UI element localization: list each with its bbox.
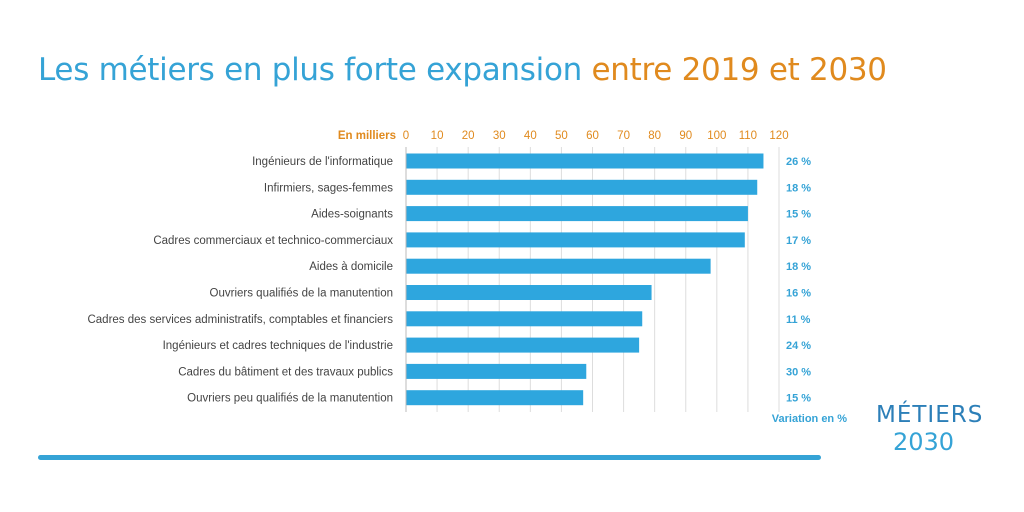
variation-label: 18 % — [786, 261, 811, 273]
bar — [406, 390, 584, 406]
bar — [406, 258, 711, 274]
bar — [406, 311, 643, 327]
metiers-2030-logo: MÉTIERS 2030 — [860, 398, 990, 460]
category-label: Ouvriers peu qualifiés de la manutention — [187, 393, 393, 405]
variation-label: 17 % — [786, 235, 811, 247]
x-tick-label: 70 — [617, 130, 630, 142]
category-label: Cadres commerciaux et technico-commercia… — [153, 235, 393, 247]
bottom-divider — [38, 455, 821, 460]
chart-title-part2: entre 2019 et 2030 — [591, 52, 887, 88]
category-label: Ouvriers qualifiés de la manutention — [210, 288, 393, 300]
bar — [406, 206, 748, 222]
axis-unit-label: En milliers — [338, 130, 396, 142]
bar — [406, 363, 587, 379]
variation-label: 18 % — [786, 182, 811, 194]
category-label: Aides à domicile — [309, 261, 393, 273]
x-tick-label: 60 — [586, 130, 599, 142]
logo-year: 2030 — [893, 428, 955, 456]
bar — [406, 285, 652, 300]
category-label: Ingénieurs de l'informatique — [252, 156, 393, 168]
x-tick-label: 110 — [739, 130, 757, 142]
category-label: Ingénieurs et cadres techniques de l'ind… — [163, 340, 393, 352]
category-label: Cadres des services administratifs, comp… — [87, 314, 393, 326]
variation-label: 24 % — [786, 340, 811, 352]
x-tick-label: 0 — [403, 130, 409, 142]
category-label: Cadres du bâtiment et des travaux public… — [178, 366, 393, 378]
variation-axis-label: Variation en % — [772, 413, 847, 425]
variation-label: 15 % — [786, 209, 811, 221]
x-tick-label: 100 — [707, 130, 726, 142]
bar — [406, 153, 764, 169]
variation-label: 15 % — [786, 393, 811, 405]
variation-label: 16 % — [786, 288, 811, 300]
bar — [406, 337, 640, 353]
chart-title: Les métiers en plus forte expansion entr… — [38, 50, 887, 90]
x-tick-label: 50 — [555, 130, 568, 142]
chart-title-part1: Les métiers en plus forte expansion — [38, 52, 582, 88]
variation-label: 26 % — [786, 156, 811, 168]
x-tick-label: 90 — [679, 130, 692, 142]
x-tick-label: 120 — [769, 130, 788, 142]
variation-label: 11 % — [786, 314, 811, 326]
category-label: Aides-soignants — [311, 209, 393, 221]
logo-word: MÉTIERS — [876, 402, 984, 428]
x-tick-label: 80 — [648, 130, 661, 142]
category-label: Infirmiers, sages-femmes — [264, 182, 393, 194]
bar — [406, 179, 758, 195]
x-tick-label: 30 — [493, 130, 506, 142]
x-tick-label: 40 — [524, 130, 537, 142]
variation-label: 30 % — [786, 366, 811, 378]
x-tick-label: 10 — [431, 130, 444, 142]
x-tick-label: 20 — [462, 130, 475, 142]
bar — [406, 232, 745, 248]
